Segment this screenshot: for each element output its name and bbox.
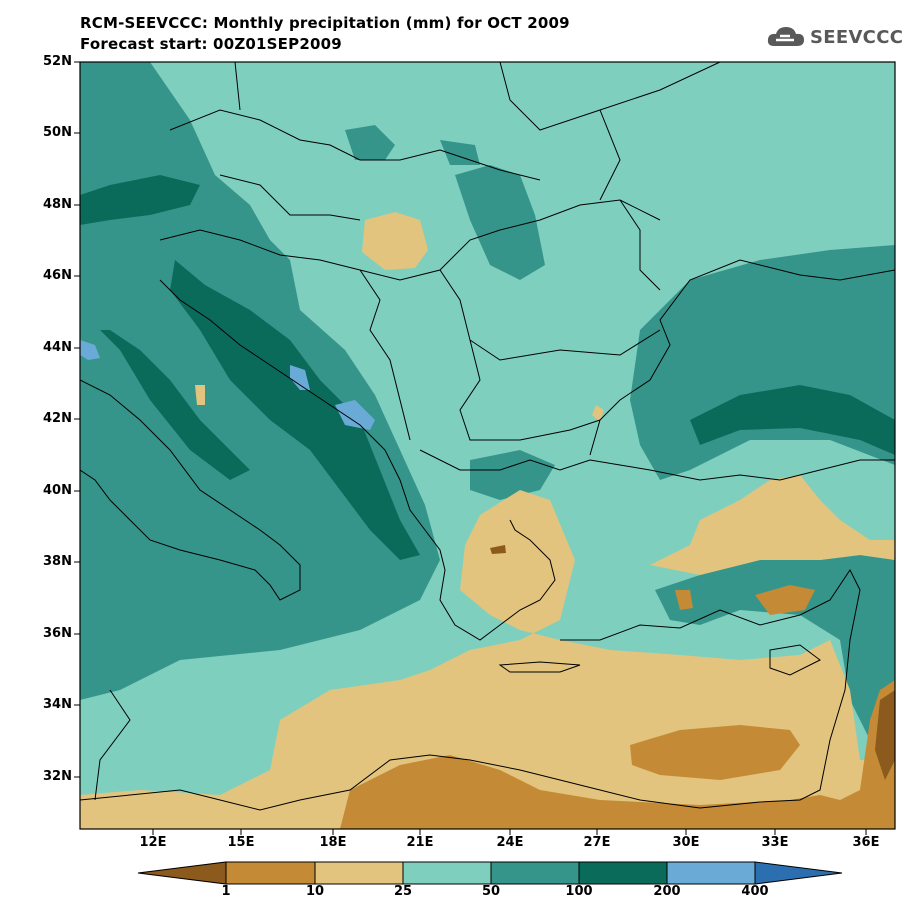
regions-lt1 [490,545,895,780]
lon-ticks [152,829,867,835]
seevccc-logo: SEEVCCC [766,24,903,50]
colorbar-label: 400 [741,884,769,899]
lat-label: 44N [43,340,72,355]
colorbar-gt400 [754,861,843,885]
lon-label: 24E [496,835,524,850]
regions-200-400 [80,340,375,430]
colorbar-lt1 [137,861,227,885]
lat-label: 34N [43,697,72,712]
regions-1-10 [340,585,895,829]
colorbar-label: 25 [393,884,413,899]
lat-label: 50N [43,125,72,140]
lon-label: 12E [139,835,167,850]
colorbar-label: 100 [565,884,593,899]
map-frame [79,61,896,830]
lat-label: 48N [43,197,72,212]
title-line-2: Forecast start: 00Z01SEP2009 [80,35,342,53]
lon-label: 18E [319,835,347,850]
coastlines-borders [80,62,895,811]
logo-text: SEEVCCC [810,26,904,48]
regions-100-200 [80,175,895,560]
colorbar-label: 200 [653,884,681,899]
lon-label: 15E [227,835,255,850]
lat-label: 42N [43,411,72,426]
lon-label: 36E [852,835,880,850]
colorbar-100-200 [578,861,668,885]
lon-label: 21E [406,835,434,850]
lat-label: 40N [43,483,72,498]
lon-label: 30E [672,835,700,850]
cloud-icon [767,27,804,46]
colorbar-25-50 [402,861,492,885]
colorbar-label: 10 [305,884,325,899]
lat-label: 32N [43,769,72,784]
lon-label: 27E [583,835,611,850]
lat-ticks [74,61,80,778]
lat-label: 38N [43,554,72,569]
lat-label: 52N [43,54,72,69]
colorbar-10-25 [314,861,404,885]
colorbar-1-10 [225,861,316,885]
colorbar-label: 50 [481,884,501,899]
colorbar-200-400 [666,861,756,885]
lon-label: 33E [761,835,789,850]
colorbar-50-100 [490,861,580,885]
colorbar-label: 1 [221,884,231,899]
lat-label: 36N [43,626,72,641]
title-line-1: RCM-SEEVCCC: Monthly precipitation (mm) … [80,14,570,32]
lat-label: 46N [43,268,72,283]
